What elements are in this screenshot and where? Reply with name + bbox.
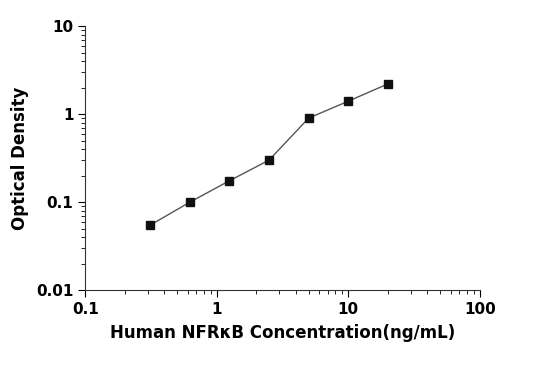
X-axis label: Human NFRκB Concentration(ng/mL): Human NFRκB Concentration(ng/mL) — [110, 324, 455, 342]
Y-axis label: Optical Density: Optical Density — [11, 86, 29, 230]
